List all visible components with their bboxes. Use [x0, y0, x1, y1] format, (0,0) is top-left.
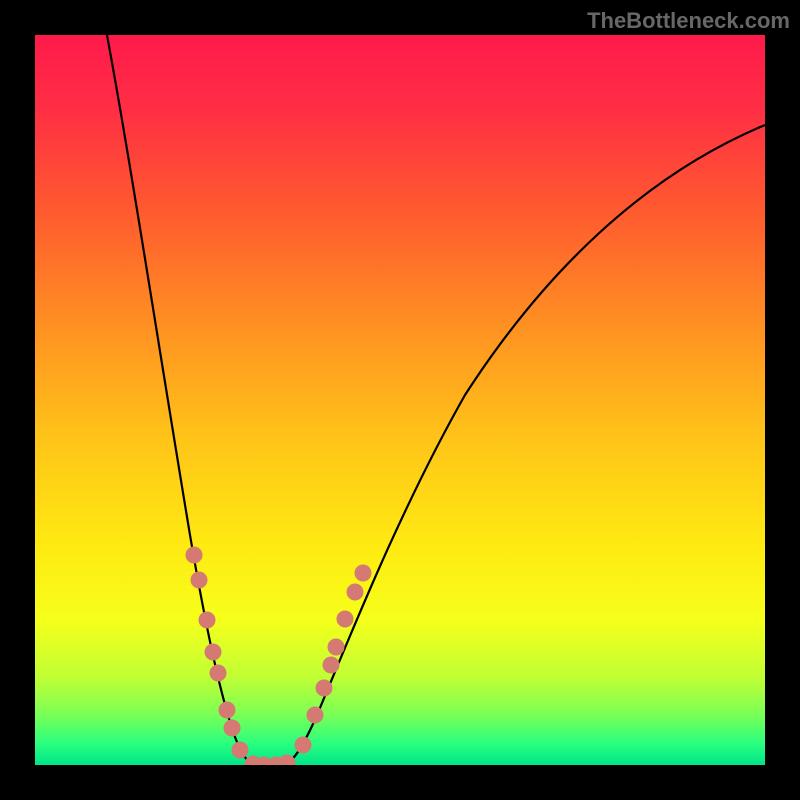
data-marker — [323, 657, 339, 673]
data-marker — [210, 665, 226, 681]
data-marker — [337, 611, 353, 627]
data-marker — [186, 547, 202, 563]
data-marker — [328, 639, 344, 655]
data-marker — [295, 737, 311, 753]
bottleneck-curve — [285, 125, 765, 764]
data-marker — [205, 644, 221, 660]
plot-area — [35, 35, 765, 765]
data-marker — [191, 572, 207, 588]
data-marker — [307, 707, 323, 723]
data-marker — [316, 680, 332, 696]
bottleneck-curve — [107, 35, 253, 764]
chart-svg — [35, 35, 765, 765]
data-marker — [224, 720, 240, 736]
data-marker — [199, 612, 215, 628]
watermark-text: TheBottleneck.com — [587, 8, 790, 34]
data-marker — [219, 702, 235, 718]
data-marker — [279, 755, 295, 765]
data-marker — [355, 565, 371, 581]
data-marker — [232, 742, 248, 758]
data-marker — [347, 584, 363, 600]
